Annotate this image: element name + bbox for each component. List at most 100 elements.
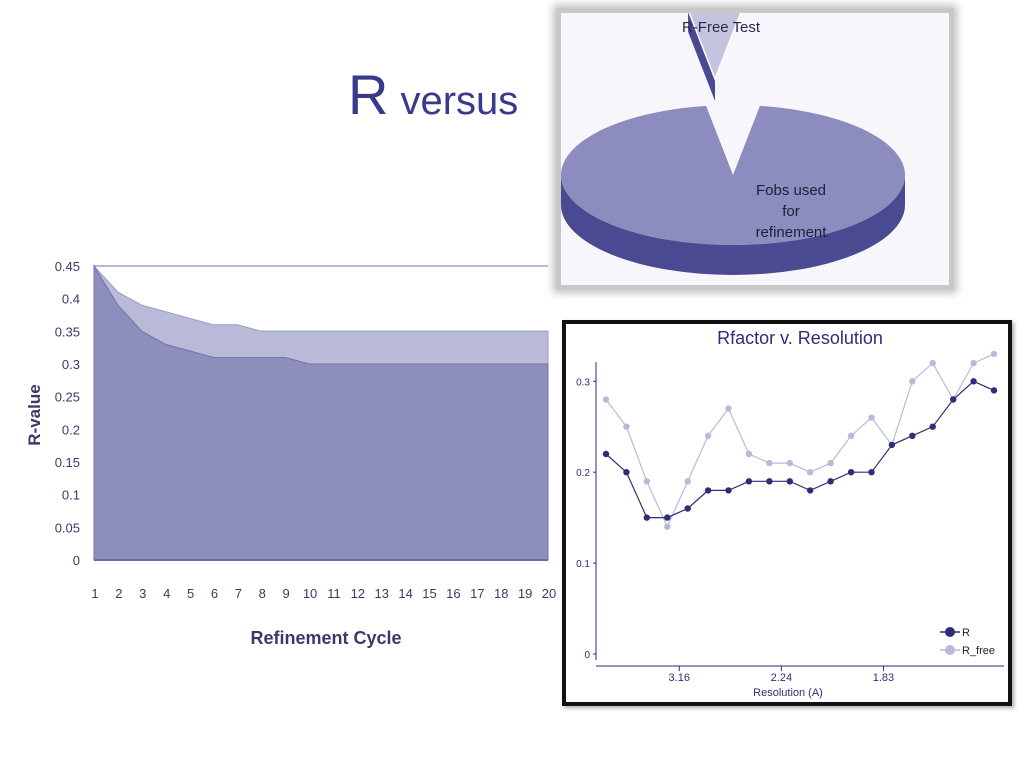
line-series-r-free — [605, 353, 995, 529]
pie-slice-fobs — [561, 105, 905, 246]
line-point-r-free — [684, 478, 691, 485]
pie-slice-fobs-side — [561, 175, 905, 275]
x-tick-label: 10 — [303, 586, 317, 601]
line-point-r-free — [766, 459, 773, 467]
x-tick-label: 14 — [398, 586, 412, 601]
line-point-r-free — [623, 423, 630, 430]
pie-label-fobs-line: Fobs used — [756, 182, 826, 199]
y-tick-label: 0.35 — [55, 324, 80, 339]
rfree-pie-panel: R-Free Test Fobs used for refinement — [556, 8, 954, 290]
line-point-r-free — [704, 432, 712, 439]
refinement-area-chart: 00.050.10.150.20.250.30.350.40.451 2 3 4 5 6 7… — [25, 259, 556, 648]
line-point-r — [725, 487, 732, 494]
x-tick-label: 11 — [327, 586, 341, 601]
pie-slice-rfree — [688, 13, 742, 82]
line-point-r-free — [807, 469, 814, 476]
y-tick-label: 0.05 — [55, 520, 80, 535]
line-point-r — [929, 423, 936, 430]
y-tick-label: 0.1 — [62, 488, 80, 503]
legend-marker — [945, 645, 955, 655]
line-point-r — [990, 387, 998, 394]
line-point-r — [868, 469, 875, 476]
y-tick-label: 0.2 — [62, 422, 80, 437]
line-x-tick-label: 1.83 — [873, 672, 894, 684]
x-tick-label: 4 — [163, 586, 170, 601]
line-point-r — [602, 450, 610, 458]
y-axis-title: R-value — [25, 384, 44, 445]
line-point-r-free — [745, 450, 753, 458]
pie-slice-rfree-side — [688, 13, 715, 101]
line-point-r — [827, 478, 834, 485]
rfactor-resolution-chart: Rfactor v. Resolution 0 0.1 0.2 0.3 3.16 2.24 1… — [576, 328, 1004, 699]
line-point-r-free — [643, 478, 650, 485]
x-tick-label: 3 — [139, 586, 146, 601]
y-tick-label: 0 — [73, 553, 80, 568]
line-point-r-free — [929, 359, 936, 367]
slide-title-versus: versus — [400, 79, 519, 123]
line-point-r-free — [909, 378, 916, 385]
line-series-r — [605, 380, 995, 519]
line-point-r-free — [868, 414, 875, 421]
pie-label-fobs-line: for — [782, 203, 800, 220]
x-tick-label: 6 — [211, 586, 218, 601]
x-tick-label: 5 — [187, 586, 194, 601]
x-tick-label: 15 — [422, 586, 436, 601]
legend-label: R — [962, 627, 970, 639]
line-point-r-free — [725, 405, 732, 412]
slide-title-r: R — [348, 63, 389, 126]
x-tick-label: 2 — [115, 586, 122, 601]
x-tick-label: 12 — [351, 586, 365, 601]
x-tick-label: 13 — [375, 586, 389, 601]
line-point-r-free — [970, 359, 977, 367]
y-tick-label: 0.45 — [55, 259, 80, 274]
y-tick-label: 0.3 — [62, 357, 80, 372]
line-point-r — [704, 487, 712, 494]
line-point-r — [888, 441, 896, 449]
x-tick-label: 20 — [542, 586, 556, 601]
line-point-r — [643, 514, 650, 521]
x-tick-label: 16 — [446, 586, 460, 601]
line-point-r — [847, 469, 855, 476]
area-series-2 — [93, 264, 549, 561]
line-point-r — [970, 378, 977, 385]
x-tick-label: 19 — [518, 586, 532, 601]
line-x-axis-title: Resolution (A) — [753, 687, 823, 699]
pie-label-fobs-line: refinement — [756, 224, 828, 241]
line-point-r — [684, 505, 691, 512]
legend-marker — [945, 627, 955, 637]
line-y-tick-label: 0 — [584, 650, 590, 661]
line-point-r — [745, 478, 753, 485]
pie-label-rfree: R-Free Test — [682, 19, 761, 36]
x-tick-label: 9 — [283, 586, 290, 601]
y-tick-label: 0.4 — [62, 292, 80, 307]
line-x-tick-label: 2.24 — [771, 672, 792, 684]
y-tick-label: 0.25 — [55, 390, 80, 405]
line-point-r-free — [827, 459, 834, 467]
line-y-tick-label: 0.2 — [576, 468, 590, 479]
line-point-r — [909, 432, 916, 439]
line-point-r-free — [847, 432, 855, 439]
legend-label: R_free — [962, 645, 995, 657]
line-point-r — [807, 487, 814, 494]
line-y-tick-label: 0.1 — [576, 559, 590, 570]
x-tick-label: 8 — [259, 586, 266, 601]
line-point-r — [664, 514, 671, 521]
line-y-tick-label: 0.3 — [576, 377, 590, 388]
line-point-r — [950, 396, 957, 403]
line-point-r — [786, 478, 793, 485]
line-point-r — [766, 478, 773, 485]
rfactor-resolution-panel: Rfactor v. Resolution 0 0.1 0.2 0.3 3.16 2.24 1… — [562, 320, 1012, 706]
x-tick-label: 1 — [91, 586, 98, 601]
x-tick-label: 17 — [470, 586, 484, 601]
y-tick-label: 0.15 — [55, 455, 80, 470]
line-point-r — [623, 469, 630, 476]
rfree-pie-chart: R-Free Test Fobs used for refinement — [561, 13, 905, 275]
line-point-r-free — [664, 523, 671, 530]
line-point-r-free — [602, 396, 610, 403]
x-tick-label: 18 — [494, 586, 508, 601]
line-point-r-free — [786, 459, 793, 467]
line-chart-title: Rfactor v. Resolution — [717, 328, 883, 348]
line-x-tick-label: 3.16 — [669, 672, 690, 684]
